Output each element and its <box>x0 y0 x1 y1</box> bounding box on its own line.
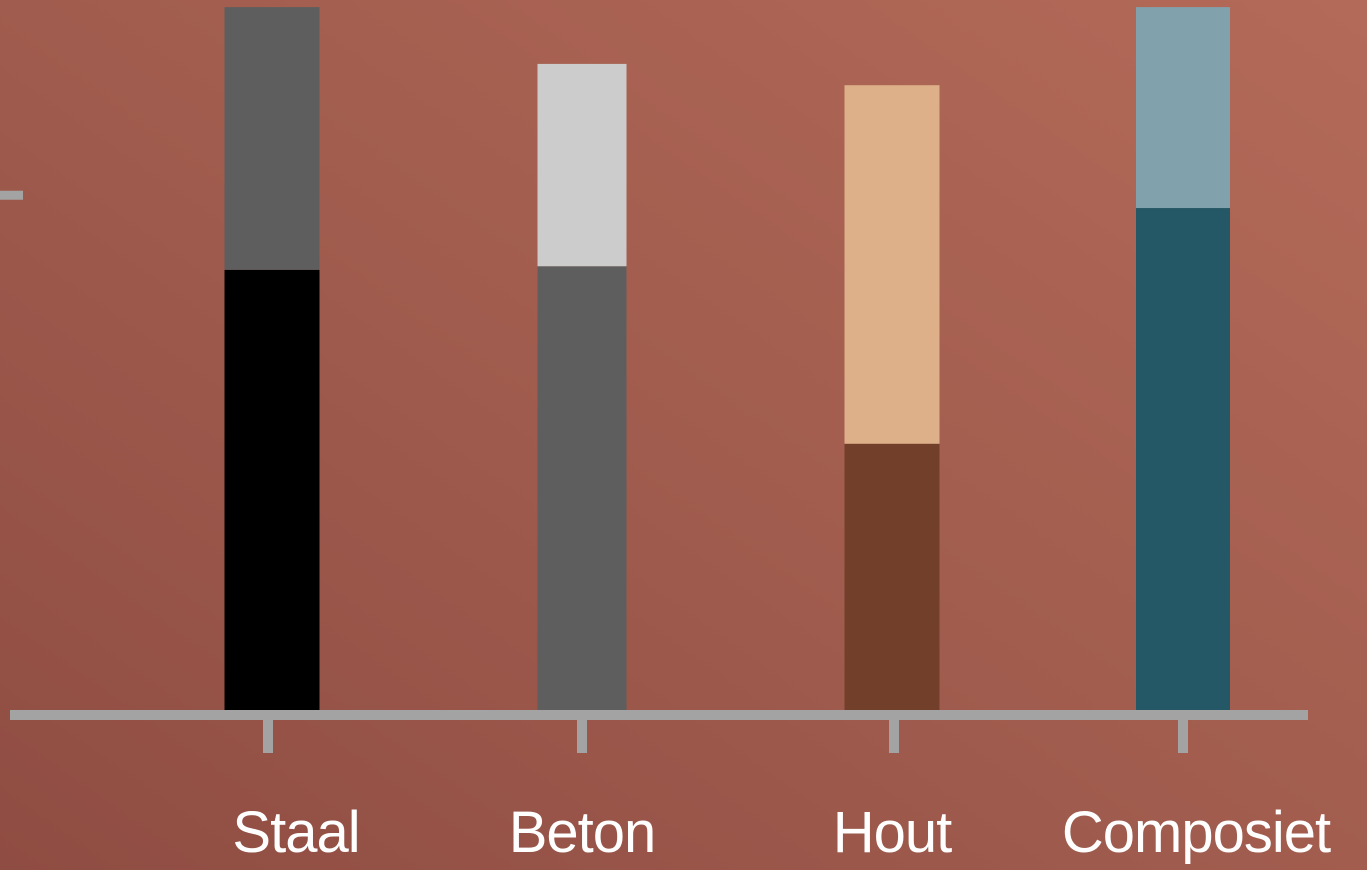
x-tick-labels-group: Staal Beton Hout Composiet <box>232 800 1332 865</box>
bar-beton-segment-1 <box>537 266 627 710</box>
bar-staal-segment-2 <box>224 7 320 270</box>
x-tick-label-hout: Hout <box>833 800 952 865</box>
x-tick-label-beton: Beton <box>509 800 656 865</box>
bars-group <box>224 7 1230 710</box>
bar-hout-segment-2 <box>844 85 940 444</box>
x-tick-label-staal: Staal <box>232 800 359 865</box>
x-ticks-group <box>263 720 1188 753</box>
bar-staal-segment-1 <box>224 269 320 710</box>
bar-composiet-segment-2 <box>1136 7 1230 209</box>
bar-hout-segment-1 <box>844 443 940 710</box>
bar-beton-segment-2 <box>537 63 627 267</box>
x-tick-label-composiet: Composiet <box>1062 800 1331 865</box>
bar-composiet-segment-1 <box>1136 208 1230 710</box>
